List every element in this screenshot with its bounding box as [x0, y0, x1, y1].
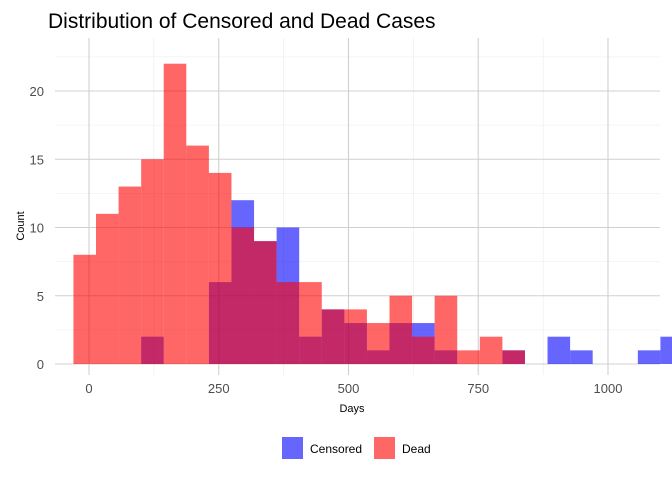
chart-title: Distribution of Censored and Dead Cases: [48, 10, 436, 33]
bars: [73, 63, 672, 364]
legend-label: Censored: [310, 442, 362, 456]
y-tick-label: 0: [37, 357, 44, 372]
bar-dead: [434, 295, 458, 364]
y-tick-label: 20: [30, 84, 44, 99]
series-dead: [73, 63, 525, 364]
bar-dead: [412, 336, 435, 364]
y-tick-label: 15: [30, 152, 44, 167]
legend-swatch: [282, 437, 303, 459]
bar-dead: [389, 295, 413, 364]
bar-dead: [208, 172, 232, 364]
bar-dead: [186, 145, 209, 364]
bar-censored: [660, 336, 672, 364]
bar-dead: [231, 227, 255, 364]
bar-dead: [118, 186, 142, 364]
x-tick-label: 0: [85, 381, 92, 396]
bar-dead: [276, 282, 300, 364]
bar-censored: [547, 336, 571, 364]
bar-dead: [73, 254, 97, 364]
legend: Censored Dead: [282, 437, 431, 459]
bar-dead: [254, 241, 277, 364]
x-tick-label: 750: [467, 381, 489, 396]
bar-dead: [479, 336, 503, 364]
x-tick-label: 1000: [594, 381, 623, 396]
bar-dead: [321, 309, 345, 364]
bar-censored: [637, 350, 661, 364]
y-tick-label: 10: [30, 221, 44, 236]
bar-dead: [163, 63, 187, 364]
x-tick-label: 250: [208, 381, 230, 396]
tick-labels: 0 250 500 750 1000 0 5 10 15 20: [30, 84, 623, 396]
bar-dead: [96, 213, 119, 364]
bar-dead: [457, 350, 480, 364]
x-tick-label: 500: [338, 381, 360, 396]
bar-censored: [570, 350, 593, 364]
bar-dead: [299, 282, 322, 364]
bar-dead: [344, 309, 367, 364]
legend-swatch: [374, 437, 395, 459]
bar-dead: [366, 323, 390, 364]
legend-item-censored: Censored: [282, 437, 362, 459]
legend-label: Dead: [402, 442, 431, 456]
y-axis-label: Count: [15, 211, 27, 240]
y-tick-label: 5: [37, 289, 44, 304]
x-axis-label: Days: [339, 403, 365, 415]
bar-dead: [502, 350, 525, 364]
bar-dead: [141, 159, 164, 364]
legend-item-dead: Dead: [374, 437, 431, 459]
